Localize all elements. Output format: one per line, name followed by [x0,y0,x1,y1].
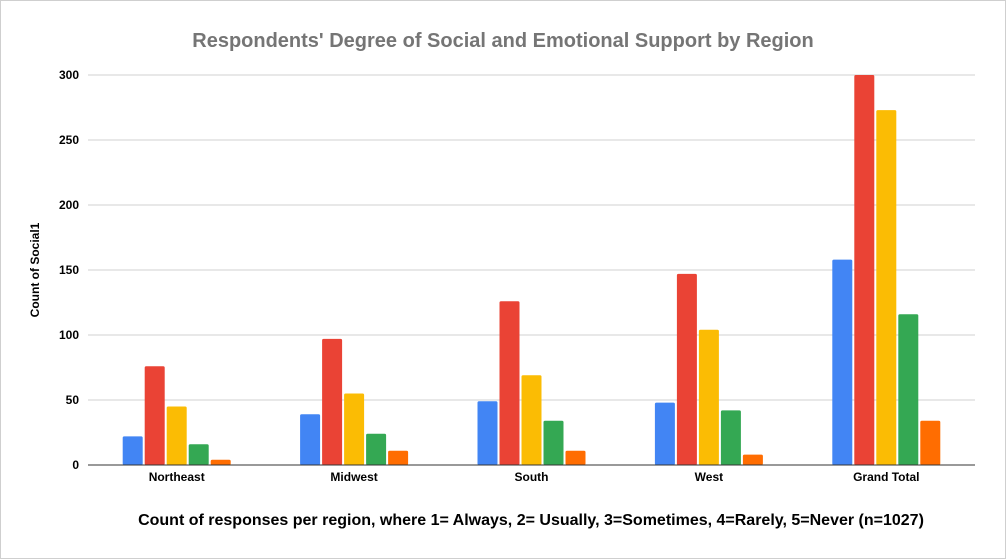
bar-grand-total-4 [898,314,919,465]
bar-west-1 [654,402,675,465]
y-tick-label: 300 [59,68,79,82]
y-tick-label: 150 [59,263,79,277]
bar-midwest-5 [388,450,409,465]
bar-south-1 [477,401,498,465]
bar-midwest-3 [344,393,365,465]
bar-northeast-1 [122,436,143,465]
y-tick-label: 200 [59,198,79,212]
bar-grand-total-1 [832,259,853,465]
bar-northeast-4 [188,444,209,465]
bar-midwest-1 [300,414,321,465]
bar-northeast-3 [166,406,187,465]
x-tick-label: Northeast [149,470,205,484]
y-tick-label: 100 [59,328,79,342]
bar-grand-total-5 [920,420,941,465]
x-axis-ticks: Northeast Midwest South West Grand Total [149,470,920,484]
y-tick-label: 50 [66,393,80,407]
x-tick-label: West [695,470,723,484]
y-axis-label: Count of Social1 [28,222,42,317]
gridlines [88,74,975,401]
chart-title: Respondents' Degree of Social and Emotio… [192,30,813,52]
bar-west-5 [742,454,763,465]
x-tick-label: South [515,470,549,484]
bar-south-3 [521,375,542,465]
bar-west-3 [698,329,719,465]
bar-grand-total-3 [876,110,897,465]
bar-grand-total-2 [854,75,875,465]
bar-south-4 [543,420,564,465]
y-axis-ticks: 0 50 100 150 200 250 300 [59,68,79,472]
y-tick-label: 250 [59,133,79,147]
x-tick-label: Grand Total [853,470,919,484]
bars [122,75,941,465]
x-tick-label: Midwest [330,470,377,484]
bar-south-5 [565,450,586,465]
bar-northeast-5 [210,459,231,465]
bar-midwest-2 [322,338,343,465]
x-axis-label: Count of responses per region, where 1= … [138,512,924,529]
bar-midwest-4 [366,433,387,465]
bar-west-2 [676,273,697,465]
bar-south-2 [499,301,520,465]
bar-northeast-2 [144,366,165,465]
y-tick-label: 0 [72,458,79,472]
bar-west-4 [720,410,741,465]
